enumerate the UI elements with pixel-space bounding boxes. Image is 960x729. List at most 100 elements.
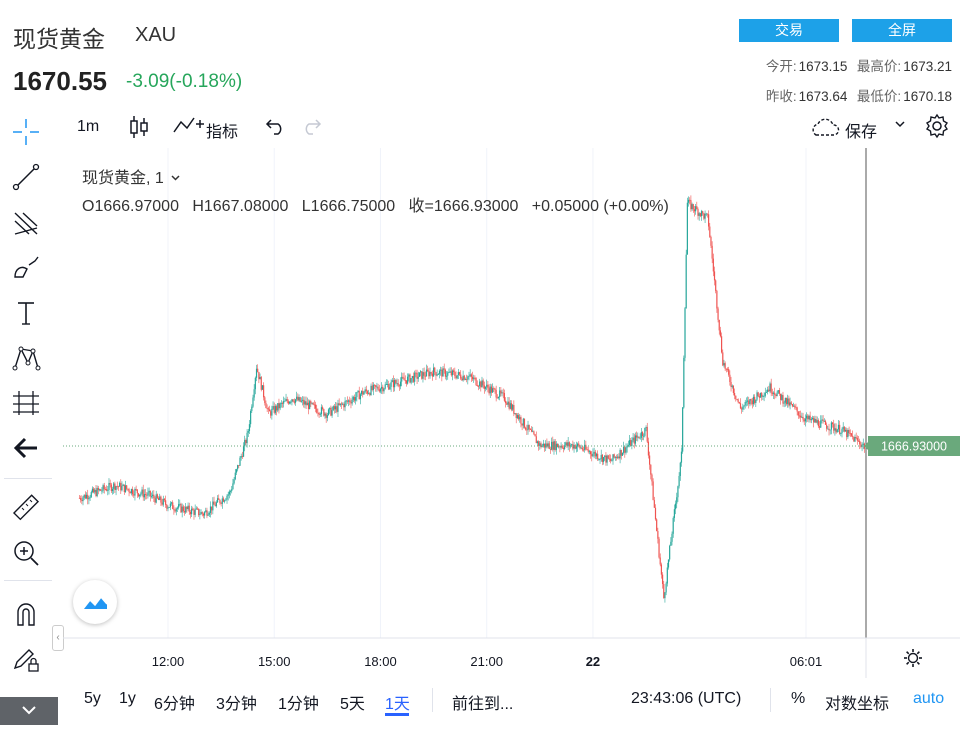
candle [195, 506, 197, 510]
range-1y[interactable]: 1y [119, 690, 136, 707]
candle [389, 383, 391, 390]
axis-settings-icon[interactable] [904, 649, 922, 667]
utc-clock[interactable]: 23:43:06 (UTC) [631, 690, 742, 707]
candle [347, 399, 350, 407]
log-scale-toggle[interactable]: 对数坐标 [825, 696, 890, 713]
hide-toolbar-button[interactable] [0, 697, 58, 725]
candle [758, 393, 760, 403]
undo-icon[interactable] [265, 116, 287, 141]
candle [464, 377, 467, 381]
candle [381, 382, 383, 394]
candle [252, 394, 254, 408]
indicators-button[interactable]: 指标 [206, 124, 239, 141]
candle [795, 403, 797, 410]
candle [790, 401, 792, 405]
range-1d[interactable]: 1天 [385, 696, 410, 713]
pattern-icon[interactable] [8, 340, 44, 376]
candle [774, 387, 776, 400]
tradingview-logo[interactable] [73, 580, 117, 624]
candle [608, 454, 611, 462]
candle [221, 495, 223, 509]
candle [576, 442, 579, 452]
magnet-icon[interactable] [8, 596, 44, 632]
candle-type-icon[interactable] [128, 114, 150, 145]
legend-chevron-icon[interactable] [170, 170, 181, 188]
percent-scale-toggle[interactable]: % [791, 690, 806, 707]
chart-area[interactable]: 1666.93000 12:00 15:00 18:00 21:00 22 06:01 [63, 148, 960, 678]
chevron-down-icon[interactable] [894, 117, 906, 135]
zoom-in-icon[interactable] [8, 535, 44, 571]
trade-button[interactable]: 交易 [739, 19, 839, 42]
candle [330, 405, 332, 417]
range-5d[interactable]: 5天 [340, 696, 365, 713]
redo-icon[interactable] [300, 116, 322, 141]
auto-scale-toggle[interactable]: auto [913, 690, 945, 707]
candle [382, 384, 384, 395]
candle [157, 496, 160, 501]
candle [277, 403, 279, 413]
candle [93, 486, 95, 494]
candle [837, 419, 840, 433]
candle [676, 492, 678, 509]
candle [131, 486, 134, 497]
candle [163, 497, 166, 503]
lock-drawing-icon[interactable] [8, 641, 44, 677]
interval-button[interactable]: 1m [77, 118, 100, 135]
candle [530, 426, 533, 433]
candle [610, 454, 612, 464]
save-button[interactable]: 保存 [845, 124, 878, 141]
text-tool-icon[interactable] [8, 295, 44, 331]
fullscreen-button[interactable]: 全屏 [852, 19, 952, 42]
candle [173, 505, 175, 515]
range-3min[interactable]: 3分钟 [216, 696, 257, 713]
pitchfork-icon[interactable] [8, 205, 44, 241]
candle [418, 372, 421, 377]
ruler-icon[interactable] [8, 490, 44, 526]
settings-gear-icon[interactable] [924, 113, 950, 144]
candle [121, 481, 123, 492]
candle [721, 332, 723, 354]
candle [287, 399, 289, 405]
range-1min[interactable]: 1分钟 [278, 696, 319, 713]
candle [476, 380, 478, 387]
chart-legend: 现货黄金, 1 [82, 164, 181, 188]
candle [680, 447, 683, 467]
candle [399, 377, 402, 390]
crosshair-icon[interactable] [8, 114, 44, 150]
candle [824, 419, 827, 426]
candle [729, 370, 731, 386]
candle [268, 405, 271, 412]
cloud-icon[interactable] [808, 116, 840, 143]
tool-separator [4, 478, 52, 479]
candle [716, 289, 718, 313]
indicators-icon[interactable] [172, 114, 204, 143]
candle [411, 375, 413, 383]
candle [319, 412, 321, 417]
brush-icon[interactable] [8, 250, 44, 286]
candle [137, 492, 140, 498]
forecast-icon[interactable] [8, 385, 44, 421]
candle [286, 396, 288, 404]
x-tick-label: 06:01 [790, 654, 823, 669]
candle [559, 445, 561, 453]
trend-line-icon[interactable] [8, 159, 44, 195]
arrow-left-icon[interactable] [8, 430, 44, 466]
candle [575, 441, 578, 453]
candle [549, 446, 552, 454]
price-chart[interactable]: 1666.93000 12:00 15:00 18:00 21:00 22 06:01 [63, 148, 960, 678]
goto-date-button[interactable]: 前往到... [452, 696, 514, 713]
range-6min[interactable]: 6分钟 [154, 696, 195, 713]
candle [273, 402, 275, 415]
candle [360, 390, 363, 396]
candle [543, 443, 546, 452]
range-5y[interactable]: 5y [84, 690, 101, 707]
candle [803, 417, 805, 426]
candle [202, 512, 205, 519]
candle [656, 518, 658, 532]
candle [710, 235, 712, 249]
candle [645, 425, 647, 432]
candle [199, 509, 201, 520]
candle [677, 485, 679, 502]
candle [513, 400, 515, 417]
candle [306, 397, 308, 406]
